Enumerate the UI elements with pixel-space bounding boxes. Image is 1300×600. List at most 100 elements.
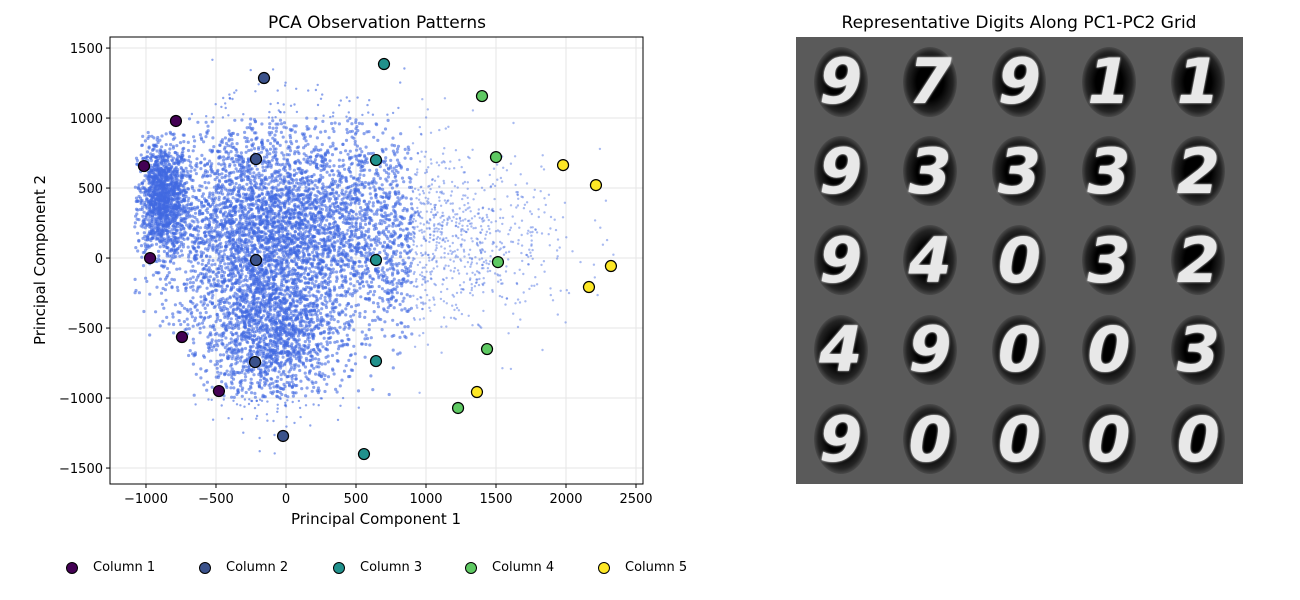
- cloud-point: [195, 157, 199, 161]
- cloud-point: [333, 121, 337, 125]
- cloud-point: [232, 386, 236, 390]
- cloud-point: [194, 403, 197, 406]
- cloud-point: [167, 197, 171, 201]
- cloud-point: [216, 150, 220, 154]
- cloud-point: [200, 253, 204, 257]
- cloud-point: [212, 145, 216, 149]
- cloud-point: [157, 178, 161, 182]
- cloud-point: [308, 294, 312, 298]
- cloud-point: [182, 220, 186, 224]
- cloud-point: [161, 230, 165, 234]
- cloud-point: [212, 208, 216, 212]
- cloud-point: [323, 362, 327, 366]
- cloud-point: [175, 180, 179, 185]
- cloud-point: [234, 157, 238, 161]
- cloud-point: [296, 257, 301, 262]
- cloud-point: [178, 267, 182, 271]
- cloud-point: [206, 303, 210, 307]
- cloud-point: [165, 252, 169, 256]
- cloud-point: [222, 398, 225, 401]
- cloud-point: [167, 254, 171, 258]
- cloud-point: [291, 297, 295, 301]
- cloud-point: [317, 357, 321, 362]
- cloud-point: [234, 218, 238, 222]
- cloud-point: [194, 372, 198, 376]
- cloud-point: [161, 264, 165, 268]
- cloud-point: [223, 262, 227, 266]
- cloud-point: [205, 199, 209, 203]
- cloud-point: [247, 148, 251, 153]
- cloud-point: [234, 266, 238, 270]
- cloud-point: [164, 166, 168, 170]
- cloud-point: [325, 342, 329, 347]
- cloud-point: [228, 97, 232, 100]
- cloud-point: [171, 156, 175, 160]
- cloud-point: [158, 237, 162, 241]
- cloud-point: [262, 155, 266, 159]
- cloud-point: [168, 147, 172, 151]
- cloud-point: [271, 119, 275, 123]
- cloud-point: [192, 341, 196, 345]
- cloud-point: [331, 127, 335, 131]
- cloud-point: [231, 145, 235, 149]
- cloud-point: [197, 198, 201, 203]
- cloud-point: [203, 157, 207, 161]
- cloud-point: [232, 160, 236, 164]
- cloud-point: [175, 206, 179, 210]
- cloud-point: [321, 345, 325, 349]
- cloud-point: [224, 248, 228, 252]
- cloud-point: [160, 196, 164, 200]
- cloud-point: [214, 339, 218, 343]
- cloud-point: [163, 187, 167, 191]
- cloud-point: [281, 135, 285, 139]
- cloud-point: [196, 285, 200, 289]
- cloud-point: [234, 362, 238, 366]
- cloud-point: [156, 249, 161, 253]
- cloud-point: [176, 174, 180, 178]
- cloud-point: [274, 129, 278, 133]
- cloud-point: [299, 379, 303, 383]
- cloud-point: [280, 230, 285, 234]
- cloud-point: [240, 394, 244, 398]
- cloud-point: [218, 318, 222, 323]
- cloud-point: [274, 116, 277, 119]
- cloud-point: [224, 174, 228, 178]
- cloud-point: [242, 113, 245, 116]
- cloud-point: [174, 228, 178, 232]
- cloud-point: [229, 317, 233, 321]
- cloud-point: [158, 138, 162, 142]
- cloud-point: [148, 174, 152, 178]
- cloud-point: [192, 393, 196, 397]
- cloud-point: [308, 358, 312, 362]
- cloud-point: [190, 112, 194, 116]
- cloud-point: [184, 270, 188, 274]
- cloud-point: [199, 295, 203, 299]
- cloud-point: [147, 146, 151, 150]
- cloud-point: [188, 299, 193, 303]
- cloud-point: [175, 151, 179, 155]
- cloud-point: [203, 197, 207, 201]
- cloud-point: [223, 165, 227, 169]
- cloud-point: [293, 257, 297, 261]
- cloud-point: [153, 168, 157, 172]
- cloud-point: [249, 182, 253, 186]
- cloud-point: [241, 210, 245, 214]
- cloud-point: [197, 245, 201, 249]
- cloud-point: [171, 137, 175, 141]
- cloud-point: [323, 295, 327, 299]
- cloud-point: [207, 292, 211, 296]
- cloud-point: [162, 260, 166, 264]
- cloud-point: [136, 231, 140, 235]
- cloud-point: [307, 378, 311, 382]
- cloud-point: [215, 359, 219, 363]
- cloud-point: [193, 205, 197, 210]
- cloud-point: [192, 189, 196, 193]
- cloud-point: [204, 120, 208, 124]
- cloud-point: [143, 244, 148, 248]
- cloud-point: [221, 255, 225, 259]
- cloud-point: [158, 240, 162, 244]
- cloud-point: [251, 214, 255, 218]
- cloud-point: [307, 277, 311, 281]
- cloud-point: [185, 278, 189, 282]
